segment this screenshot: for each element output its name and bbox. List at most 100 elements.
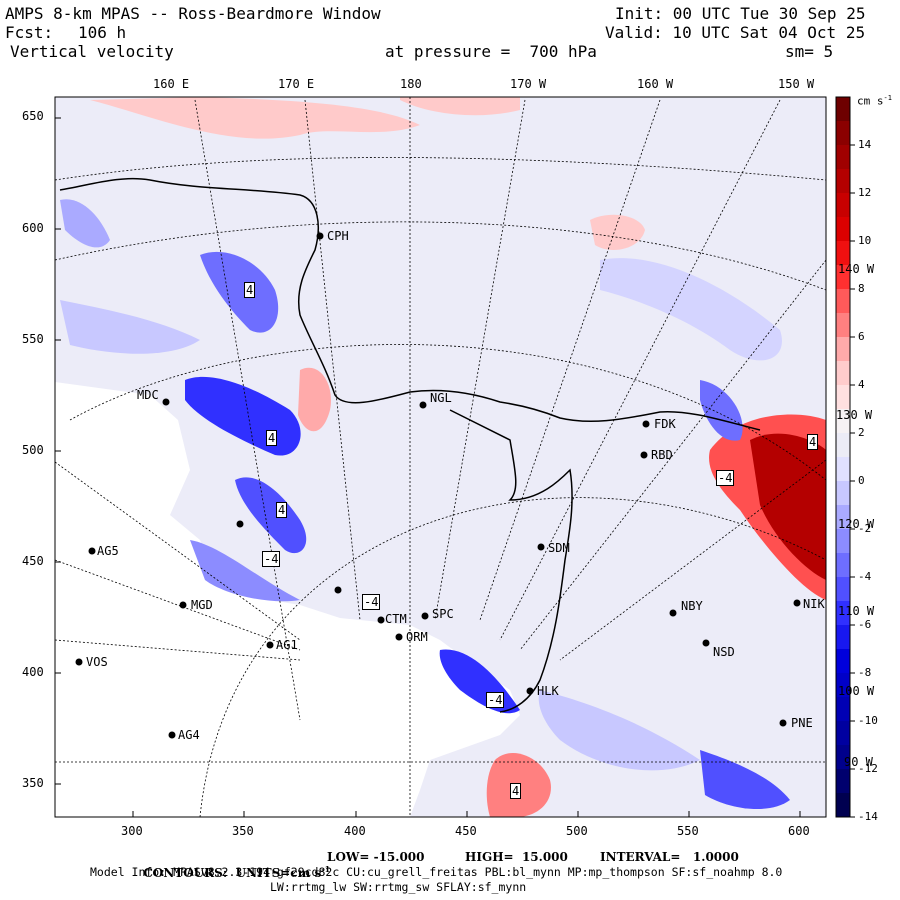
colorbar-tick-label: 4	[858, 378, 865, 391]
left-axis-label: 400	[22, 665, 44, 679]
colorbar-frame	[835, 96, 851, 818]
downdraft-area	[60, 199, 110, 248]
colorbar-segment	[836, 313, 850, 338]
contours-info: CONTOURS: UNITS=cm s-1	[135, 850, 330, 880]
downdraft-area	[700, 380, 743, 441]
downdraft-area	[200, 251, 279, 333]
updraft-area	[90, 97, 420, 139]
station-label: PNE	[791, 716, 813, 730]
colorbar-segment	[836, 577, 850, 602]
downdraft-area	[538, 690, 700, 771]
downdraft-area	[190, 540, 300, 602]
colorbar-tick-label: -2	[858, 522, 872, 535]
colorbar-tick-label: -4	[858, 570, 872, 583]
downdraft-area	[60, 300, 200, 354]
colorbar-segment	[836, 193, 850, 218]
colorbar-segment	[836, 337, 850, 362]
right-edge-label: 90 W	[844, 755, 873, 769]
colorbar-segment	[836, 745, 850, 770]
station-label: NGL	[430, 391, 452, 405]
right-edge-label: 130 W	[836, 408, 873, 422]
colorbar-tick-label: -12	[858, 762, 878, 775]
left-axis-label: 650	[22, 109, 44, 123]
colorbar-tick-label: 8	[858, 282, 865, 295]
downdraft-area	[600, 258, 782, 361]
station-label: NIK	[803, 597, 825, 611]
axis-ticks	[55, 117, 801, 817]
colorbar-segment	[836, 673, 850, 698]
left-axis-label: 500	[22, 443, 44, 457]
top-axis-label: 170 W	[510, 77, 547, 91]
graticule	[55, 97, 826, 817]
updraft-area	[400, 97, 520, 116]
colorbar-segment	[836, 217, 850, 242]
colorbar-segment	[836, 385, 850, 410]
model-info-physics: LW:rrtmg_lw SW:rrtmg_sw SFLAY:sf_mynn	[270, 880, 527, 894]
no-data-region	[55, 382, 520, 817]
colorbar-segment	[836, 769, 850, 794]
colorbar-segment	[836, 145, 850, 170]
station-label: NSD	[713, 645, 735, 659]
colorbar-segment	[836, 721, 850, 746]
station-label: SDM	[548, 541, 570, 555]
contours-units-label: CONTOURS: UNITS=cm s	[143, 866, 322, 880]
colorbar-segment	[836, 505, 850, 530]
colorbar-segment	[836, 409, 850, 434]
contour-label: -4	[486, 692, 505, 708]
colorbar-segment	[836, 793, 850, 818]
station-label: RBD	[651, 448, 673, 462]
bottom-axis-label: 600	[788, 824, 810, 838]
valid-time: Valid: 10 UTC Sat 04 Oct 25	[605, 23, 866, 42]
colorbar-tick-label: -14	[858, 810, 878, 823]
station-label: NBY	[681, 599, 703, 613]
colorbar-segment	[836, 97, 850, 122]
colorbar-segment	[836, 697, 850, 722]
updraft-area	[750, 433, 826, 580]
pressure-level: at pressure = 700 hPa	[385, 42, 597, 61]
left-axis-label: 450	[22, 554, 44, 568]
station-label: AG5	[97, 544, 119, 558]
contour-label: 4	[510, 783, 522, 799]
contour-label: 4	[276, 502, 288, 518]
left-axis-label: 350	[22, 776, 44, 790]
station-label: CPH	[327, 229, 349, 243]
contour-label: -4	[716, 470, 735, 486]
colorbar-segment	[836, 553, 850, 578]
colorbar-units: cm s-1	[857, 94, 892, 108]
right-edge-label: 110 W	[838, 604, 875, 618]
map-title: AMPS 8-km MPAS -- Ross-Beardmore Window	[5, 4, 381, 23]
station-label: MGD	[191, 598, 213, 612]
colorbar-segment	[836, 457, 850, 482]
colorbar-units-text: cm s	[857, 94, 884, 108]
colorbar-tick-label: 10	[858, 234, 872, 247]
contours-interval: INTERVAL= 1.0000	[600, 850, 739, 864]
contours-units-exponent: -1	[321, 864, 331, 874]
updraft-area	[590, 214, 645, 250]
init-time: Init: 00 UTC Tue 30 Sep 25	[615, 4, 866, 23]
colorbar-tick-label: -8	[858, 666, 872, 679]
contour-label: 4	[807, 434, 819, 450]
station-label: AG4	[178, 728, 200, 742]
colorbar-segment	[836, 361, 850, 386]
top-axis-label: 170 E	[278, 77, 315, 91]
station-label: VOS	[86, 655, 108, 669]
right-edge-label: 100 W	[838, 684, 875, 698]
coastline	[59, 177, 761, 713]
right-edge-label: 120 W	[838, 517, 875, 531]
colorbar-segment	[836, 169, 850, 194]
colorbar-tick-label: 12	[858, 186, 872, 199]
smoothing-value: sm= 5	[785, 42, 834, 61]
colorbar-segment	[836, 433, 850, 458]
colorbar-segment	[836, 649, 850, 674]
top-axis-label: 160 W	[637, 77, 674, 91]
top-axis-label: 160 E	[153, 77, 190, 91]
top-axis-label: 150 W	[778, 77, 815, 91]
bottom-axis-label: 300	[121, 824, 143, 838]
top-axis-label: 180	[400, 77, 422, 91]
station-label: ORM	[406, 630, 428, 644]
colorbar	[836, 97, 855, 818]
station-label: HLK	[537, 684, 559, 698]
colorbar-segment	[836, 265, 850, 290]
colorbar-segment	[836, 121, 850, 146]
